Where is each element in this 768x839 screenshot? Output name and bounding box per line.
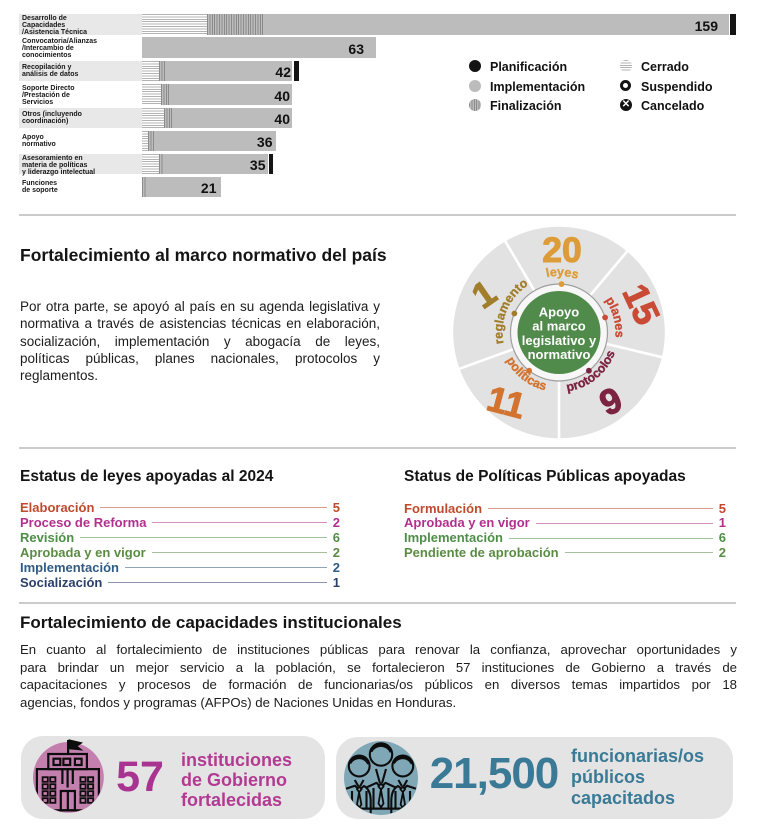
svg-text:al marco: al marco	[532, 319, 586, 334]
svg-text:leyes: leyes	[545, 265, 581, 282]
svg-text:Apoyo: Apoyo	[539, 304, 580, 319]
svg-text:legislativo y: legislativo y	[522, 333, 597, 348]
svg-text:normativo: normativo	[528, 347, 591, 362]
svg-text:20: 20	[542, 230, 582, 270]
